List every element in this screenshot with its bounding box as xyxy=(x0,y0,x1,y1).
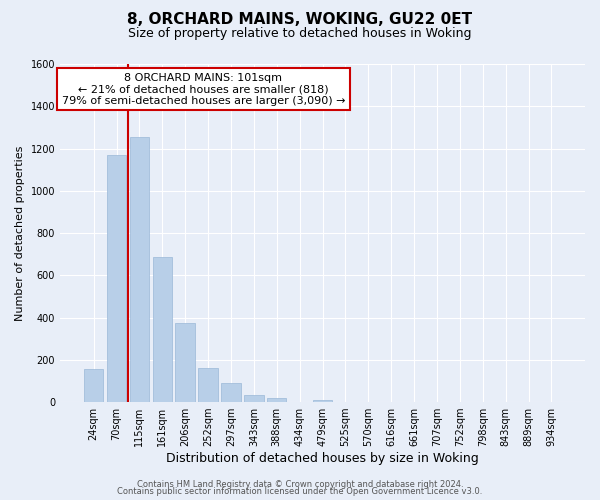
X-axis label: Distribution of detached houses by size in Woking: Distribution of detached houses by size … xyxy=(166,452,479,465)
Bar xyxy=(313,400,332,402)
Bar xyxy=(84,370,103,402)
Text: Size of property relative to detached houses in Woking: Size of property relative to detached ho… xyxy=(128,28,472,40)
Bar xyxy=(199,368,218,402)
Text: Contains HM Land Registry data © Crown copyright and database right 2024.: Contains HM Land Registry data © Crown c… xyxy=(137,480,463,489)
Bar xyxy=(130,137,149,402)
Bar xyxy=(221,383,241,402)
Bar xyxy=(244,394,263,402)
Text: 8, ORCHARD MAINS, WOKING, GU22 0ET: 8, ORCHARD MAINS, WOKING, GU22 0ET xyxy=(127,12,473,28)
Text: 8 ORCHARD MAINS: 101sqm
← 21% of detached houses are smaller (818)
79% of semi-d: 8 ORCHARD MAINS: 101sqm ← 21% of detache… xyxy=(62,73,345,106)
Bar xyxy=(175,323,195,402)
Bar xyxy=(152,258,172,402)
Text: Contains public sector information licensed under the Open Government Licence v3: Contains public sector information licen… xyxy=(118,487,482,496)
Y-axis label: Number of detached properties: Number of detached properties xyxy=(15,146,25,320)
Bar xyxy=(267,398,286,402)
Bar xyxy=(107,155,126,402)
